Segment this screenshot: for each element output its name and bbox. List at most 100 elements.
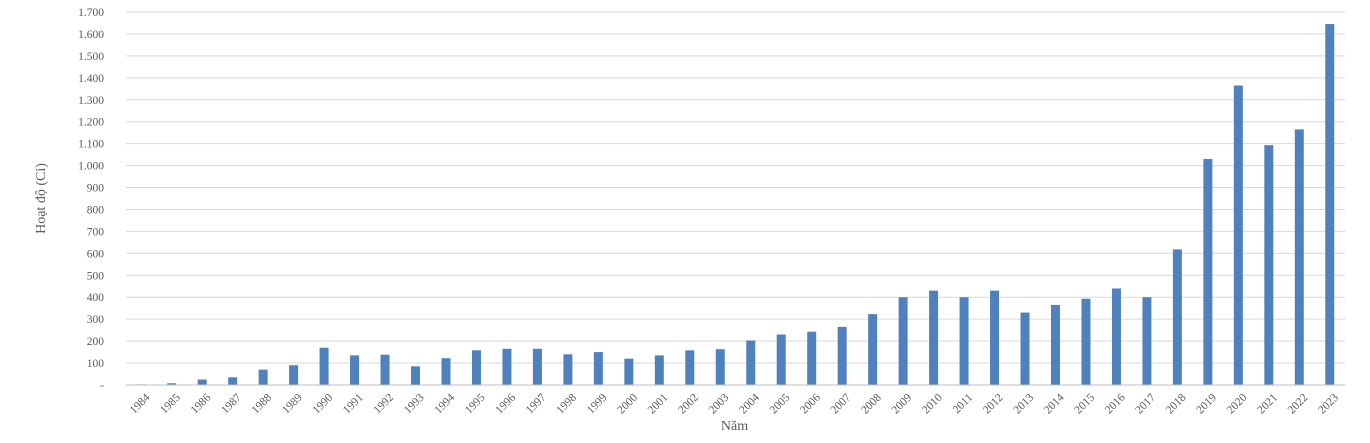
x-tick-label: 2016 — [1103, 392, 1128, 417]
y-tick-label: 600 — [87, 248, 105, 260]
x-tick-label: 2007 — [829, 392, 854, 417]
x-tick-label: 2000 — [615, 392, 640, 417]
x-tick-label: 2002 — [676, 392, 701, 417]
bar — [197, 379, 207, 385]
x-tick-label: 2013 — [1011, 392, 1036, 417]
x-tick-label: 2010 — [920, 392, 945, 417]
x-tick-label: 2019 — [1194, 392, 1219, 417]
x-tick-label: 1991 — [341, 392, 366, 417]
bar — [1020, 312, 1030, 385]
x-tick-label: 2004 — [737, 392, 762, 417]
gridlines — [126, 11, 1345, 364]
x-tick-label: 2005 — [768, 392, 793, 417]
y-axis-title: Hoạt độ (Ci) — [34, 163, 49, 234]
bar — [807, 331, 817, 385]
x-tick-label: 2003 — [707, 392, 732, 417]
bar — [228, 377, 238, 385]
x-tick-label: 2009 — [890, 392, 915, 417]
x-tick-label: 1989 — [280, 392, 305, 417]
y-tick-label: 1.100 — [78, 139, 104, 151]
x-tick-label: 2020 — [1225, 392, 1250, 417]
y-tick-label: 400 — [87, 292, 105, 304]
bar — [898, 297, 908, 385]
x-tick-label: 1986 — [189, 392, 214, 417]
bar — [1233, 85, 1243, 386]
x-tick-label: 1984 — [128, 392, 153, 417]
bar — [1325, 24, 1335, 385]
x-tick-label: 2008 — [859, 392, 884, 417]
x-tick-label: 1997 — [524, 392, 549, 417]
y-tick-label: 1.700 — [78, 7, 104, 19]
y-tick-label: 100 — [87, 358, 105, 370]
bar — [258, 369, 268, 385]
bar — [624, 358, 634, 385]
y-tick-label: 1.000 — [78, 161, 104, 173]
x-tick-label: 2006 — [798, 392, 823, 417]
x-tick-label: 1985 — [158, 392, 183, 417]
x-tick-label: 2017 — [1133, 392, 1158, 417]
x-tick-label: 1995 — [463, 392, 488, 417]
y-tick-label: 1.300 — [78, 95, 104, 107]
bar — [990, 290, 1000, 385]
bar — [776, 334, 786, 385]
x-tick-label: 2014 — [1042, 392, 1067, 417]
bar — [1294, 129, 1304, 385]
x-tick-label: 2015 — [1072, 392, 1097, 417]
bars — [136, 24, 1335, 386]
y-tick-label: 800 — [87, 204, 105, 216]
x-tick-label: 1994 — [432, 392, 457, 417]
bar — [1111, 288, 1121, 385]
y-tick-label: - — [100, 380, 104, 392]
bar — [411, 366, 421, 385]
bar — [1081, 298, 1091, 385]
y-tick-label: 1.500 — [78, 51, 104, 63]
y-tick-label: 500 — [87, 270, 105, 282]
bar — [593, 352, 603, 385]
bar — [350, 355, 360, 385]
y-tick-label: 1.600 — [78, 29, 104, 41]
x-tick-label: 1990 — [311, 392, 336, 417]
y-tick-labels: - 100 200 300 400 500 600 700 800 900 1.000 1.100 1.… — [78, 7, 104, 392]
x-tick-label: 2023 — [1316, 392, 1341, 417]
bar — [868, 314, 878, 385]
x-tick-label: 2011 — [951, 392, 976, 417]
x-tick-label: 1998 — [554, 392, 579, 417]
y-tick-label: 900 — [87, 183, 105, 195]
bar — [289, 365, 299, 385]
bar — [685, 350, 695, 385]
bar — [1142, 297, 1152, 385]
bar — [319, 347, 329, 385]
x-tick-label: 1999 — [585, 392, 610, 417]
y-tick-label: 700 — [87, 226, 105, 238]
bar — [1050, 304, 1060, 385]
bar — [715, 349, 725, 385]
x-tick-label: 1996 — [493, 392, 518, 417]
y-tick-label: 1.200 — [78, 117, 104, 129]
bar — [837, 326, 847, 385]
y-tick-label: 300 — [87, 314, 105, 326]
x-tick-labels: 1984 1985 1986 1987 1988 1989 1990 1991 1992 1993… — [128, 392, 1341, 417]
bar — [1203, 159, 1213, 385]
bar — [471, 350, 481, 385]
bar — [1172, 249, 1182, 385]
bar — [502, 348, 512, 385]
y-tick-label: 200 — [87, 336, 105, 348]
bar — [167, 383, 177, 385]
y-tick-label: 1.400 — [78, 73, 104, 85]
bar — [959, 297, 969, 385]
x-tick-label: 2021 — [1255, 392, 1280, 417]
x-tick-label: 2022 — [1286, 392, 1311, 417]
bar — [532, 348, 542, 385]
bar — [563, 354, 573, 385]
bar — [654, 355, 664, 385]
bar — [929, 290, 939, 385]
x-tick-label: 1993 — [402, 392, 427, 417]
bar — [1264, 145, 1274, 385]
bar — [380, 354, 390, 385]
x-tick-label: 1988 — [250, 392, 275, 417]
x-tick-label: 2001 — [646, 392, 671, 417]
x-tick-label: 2018 — [1164, 392, 1189, 417]
x-tick-label: 1992 — [372, 392, 397, 417]
